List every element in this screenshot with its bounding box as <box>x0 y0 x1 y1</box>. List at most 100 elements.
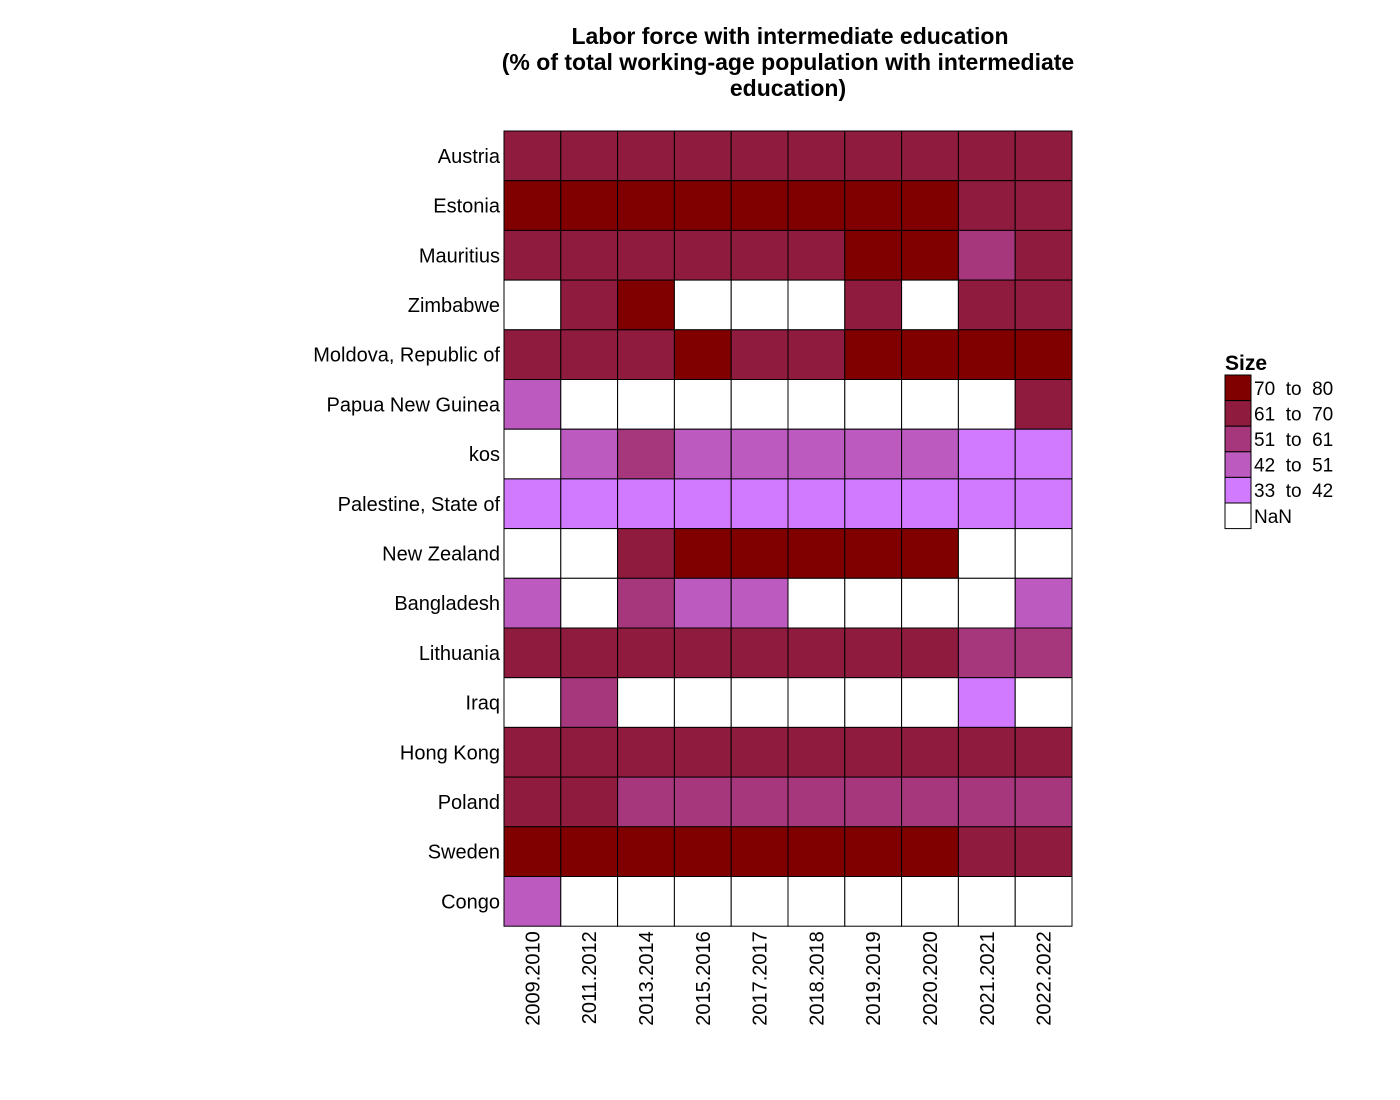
heatmap-cell-estonia-2011-2012 <box>560 180 619 231</box>
heatmap-cell-mauritius-2015-2016 <box>673 229 732 281</box>
heatmap-cell-palestine-state-of-2020-2020 <box>901 478 959 530</box>
legend: Size 70 to 80 61 to 70 51 to 61 42 to 51 33 … <box>1224 352 1333 530</box>
heatmap-cell-moldova-republic-of-2018-2018 <box>787 329 846 380</box>
heatmap-cell-zimbabwe-2011-2012 <box>560 279 619 331</box>
heatmap-cell-palestine-state-of-2015-2016 <box>673 478 732 530</box>
heatmap-cell-congo-2022-2022 <box>1014 876 1073 927</box>
heatmap-cell-poland-2009-2010 <box>503 776 562 828</box>
heatmap-cell-sweden-2020-2020 <box>901 826 959 877</box>
heatmap-cell-iraq-2017-2017 <box>730 677 789 728</box>
heatmap-cell-sweden-2013-2014 <box>617 826 675 877</box>
heatmap-cell-austria-2013-2014 <box>617 130 675 182</box>
heatmap-cell-papua-new-guinea-2022-2022 <box>1014 379 1073 430</box>
heatmap-cell-palestine-state-of-2018-2018 <box>787 478 846 530</box>
heatmap-cell-congo-2015-2016 <box>673 876 732 927</box>
heatmap-cell-moldova-republic-of-2019-2019 <box>844 329 903 380</box>
heatmap-cell-sweden-2021-2021 <box>957 826 1016 877</box>
heatmap-cell-moldova-republic-of-2020-2020 <box>901 329 959 380</box>
column-label-2022-2022: 2022.2022 <box>1034 931 1056 1026</box>
heatmap-cell-estonia-2019-2019 <box>844 180 903 231</box>
column-label-2017-2017: 2017.2017 <box>750 931 772 1026</box>
heatmap-cell-new-zealand-2019-2019 <box>844 528 903 579</box>
row-label-austria: Austria <box>438 146 501 168</box>
heatmap-cell-mauritius-2020-2020 <box>901 229 959 281</box>
column-label-2015-2016: 2015.2016 <box>693 931 715 1026</box>
heatmap-cell-sweden-2009-2010 <box>503 826 562 877</box>
heatmap-cell-austria-2018-2018 <box>787 130 846 182</box>
heatmap-cell-congo-2013-2014 <box>617 876 675 927</box>
heatmap-cell-estonia-2022-2022 <box>1014 180 1073 231</box>
heatmap-cell-congo-2019-2019 <box>844 876 903 927</box>
heatmap-cell-congo-2021-2021 <box>957 876 1016 927</box>
heatmap-cell-palestine-state-of-2019-2019 <box>844 478 903 530</box>
heatmap-cell-kos-2017-2017 <box>730 428 789 480</box>
heatmap-cell-moldova-republic-of-2011-2012 <box>560 329 619 380</box>
heatmap-cell-new-zealand-2018-2018 <box>787 528 846 579</box>
row-label-hong-kong: Hong Kong <box>400 742 500 764</box>
legend-label-nan: NaN <box>1254 507 1292 528</box>
heatmap-cell-lithuania-2019-2019 <box>844 627 903 679</box>
heatmap-cell-poland-2017-2017 <box>730 776 789 828</box>
row-label-sweden: Sweden <box>428 842 500 864</box>
heatmap-cell-sweden-2022-2022 <box>1014 826 1073 877</box>
heatmap-cell-hong-kong-2022-2022 <box>1014 726 1073 778</box>
heatmap-cell-estonia-2018-2018 <box>787 180 846 231</box>
column-label-2020-2020: 2020.2020 <box>920 931 942 1026</box>
chart-title: Labor force with intermediate education … <box>502 23 1074 101</box>
heatmap-cell-kos-2013-2014 <box>617 428 675 480</box>
column-label-2011-2012: 2011.2012 <box>579 931 601 1024</box>
legend-swatch-61-to-70 <box>1224 400 1252 427</box>
heatmap-cell-austria-2017-2017 <box>730 130 789 182</box>
legend-swatch-70-to-80 <box>1224 374 1252 402</box>
chart-title-line-3: education) <box>730 75 846 101</box>
heatmap-cell-new-zealand-2011-2012 <box>560 528 619 579</box>
chart-title-line-2: (% of total working-age population with … <box>502 49 1074 75</box>
row-label-estonia: Estonia <box>433 196 501 218</box>
heatmap-cell-mauritius-2009-2010 <box>503 229 562 281</box>
heatmap-cell-poland-2015-2016 <box>673 776 732 828</box>
legend-label-61-to-70: 61 to 70 <box>1254 404 1333 425</box>
heatmap-cell-mauritius-2013-2014 <box>617 229 675 281</box>
heatmap-cell-iraq-2020-2020 <box>901 677 959 728</box>
heatmap-cell-mauritius-2022-2022 <box>1014 229 1073 281</box>
heatmap-cell-mauritius-2019-2019 <box>844 229 903 281</box>
heatmap-cell-congo-2020-2020 <box>901 876 959 927</box>
legend-label-51-to-61: 51 to 61 <box>1254 430 1333 451</box>
heatmap-cell-new-zealand-2015-2016 <box>673 528 732 579</box>
heatmap-cell-zimbabwe-2019-2019 <box>844 279 903 331</box>
row-label-papua-new-guinea: Papua New Guinea <box>327 394 501 416</box>
heatmap-cell-lithuania-2021-2021 <box>957 627 1016 679</box>
heatmap-cell-bangladesh-2015-2016 <box>673 577 732 629</box>
heatmap-cell-congo-2009-2010 <box>503 876 562 927</box>
heatmap-cell-kos-2018-2018 <box>787 428 846 480</box>
legend-label-33-to-42: 33 to 42 <box>1254 481 1333 502</box>
heatmap-cell-congo-2018-2018 <box>787 876 846 927</box>
heatmap-cell-poland-2020-2020 <box>901 776 959 828</box>
column-label-2021-2021: 2021.2021 <box>977 931 999 1026</box>
heatmap-cell-palestine-state-of-2022-2022 <box>1014 478 1073 530</box>
heatmap-cell-lithuania-2015-2016 <box>673 627 732 679</box>
heatmap-cell-lithuania-2009-2010 <box>503 627 562 679</box>
heatmap-cell-hong-kong-2009-2010 <box>503 726 562 778</box>
heatmap-cell-lithuania-2018-2018 <box>787 627 846 679</box>
heatmap-cell-iraq-2015-2016 <box>673 677 732 728</box>
legend-title: Size <box>1225 352 1267 375</box>
heatmap-cell-mauritius-2011-2012 <box>560 229 619 281</box>
heatmap-cell-moldova-republic-of-2021-2021 <box>957 329 1016 380</box>
row-labels: Austria Estonia Mauritius Zimbabwe Moldova, … <box>313 146 501 913</box>
heatmap-cell-hong-kong-2015-2016 <box>673 726 732 778</box>
row-label-iraq: Iraq <box>466 693 500 715</box>
heatmap-cell-austria-2022-2022 <box>1014 130 1073 182</box>
heatmap-cell-hong-kong-2021-2021 <box>957 726 1016 778</box>
heatmap-cell-iraq-2013-2014 <box>617 677 675 728</box>
row-label-zimbabwe: Zimbabwe <box>408 295 500 317</box>
heatmap-cell-zimbabwe-2017-2017 <box>730 279 789 331</box>
row-label-new-zealand: New Zealand <box>382 543 500 565</box>
row-label-mauritius: Mauritius <box>419 245 500 267</box>
heatmap-cell-kos-2011-2012 <box>560 428 619 480</box>
heatmap-cell-bangladesh-2021-2021 <box>957 577 1016 629</box>
heatmap-cell-iraq-2011-2012 <box>560 677 619 728</box>
heatmap-cell-estonia-2013-2014 <box>617 180 675 231</box>
heatmap-cell-palestine-state-of-2013-2014 <box>617 478 675 530</box>
